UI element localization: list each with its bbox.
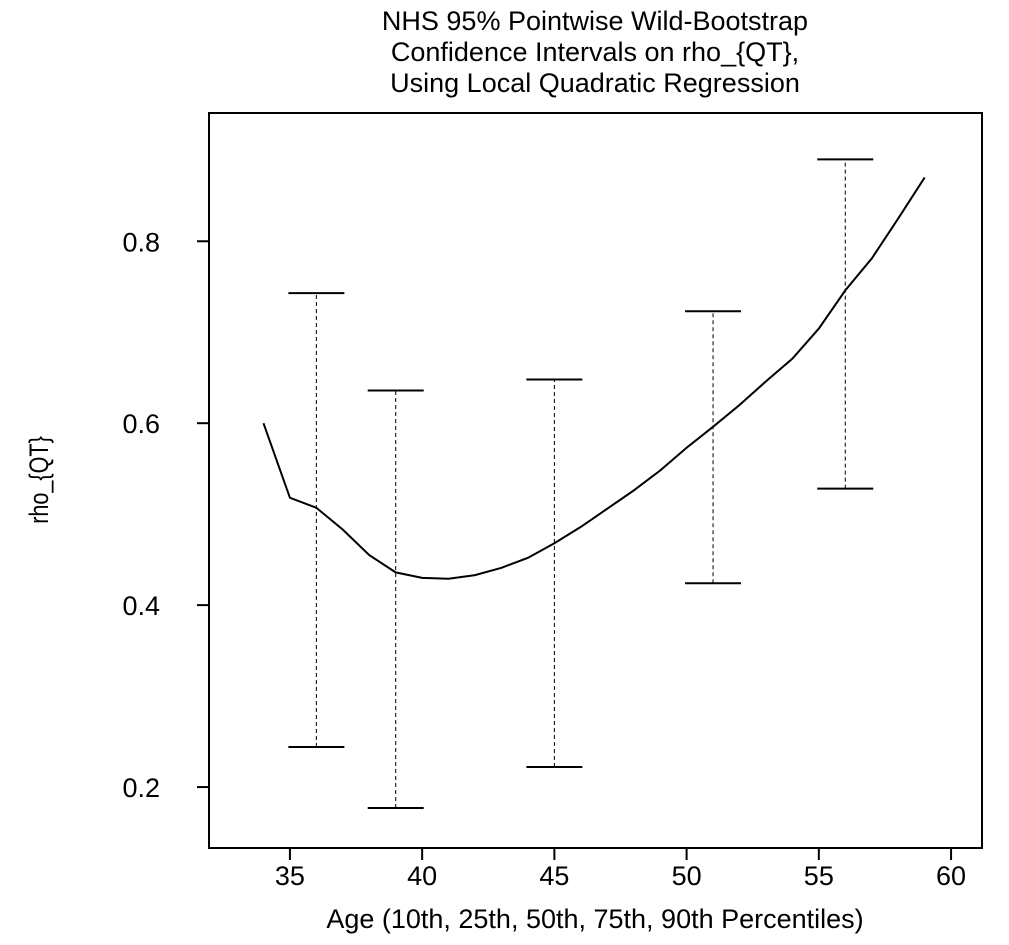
plot-frame [208,112,983,849]
y-tick-label: 0.2 [122,773,160,803]
y-tick-label: 0.4 [122,591,160,621]
x-axis-label: Age (10th, 25th, 50th, 75th, 90th Percen… [326,904,863,934]
x-tick-label: 50 [672,861,702,891]
x-tick-label: 40 [407,861,437,891]
y-tick-label: 0.6 [122,409,160,439]
y-axis-label: rho_{QT} [25,436,55,524]
chart-title: NHS 95% Pointwise Wild-Bootstrap [382,6,808,36]
x-tick-label: 45 [539,861,569,891]
fit-line [262,177,926,580]
y-tick-label: 0.8 [122,227,160,257]
x-tick-label: 55 [804,861,834,891]
chart-title: Confidence Intervals on rho_{QT}, [391,37,799,67]
chart-title: Using Local Quadratic Regression [390,68,800,98]
x-tick-label: 60 [936,861,966,891]
x-tick-label: 35 [275,861,305,891]
